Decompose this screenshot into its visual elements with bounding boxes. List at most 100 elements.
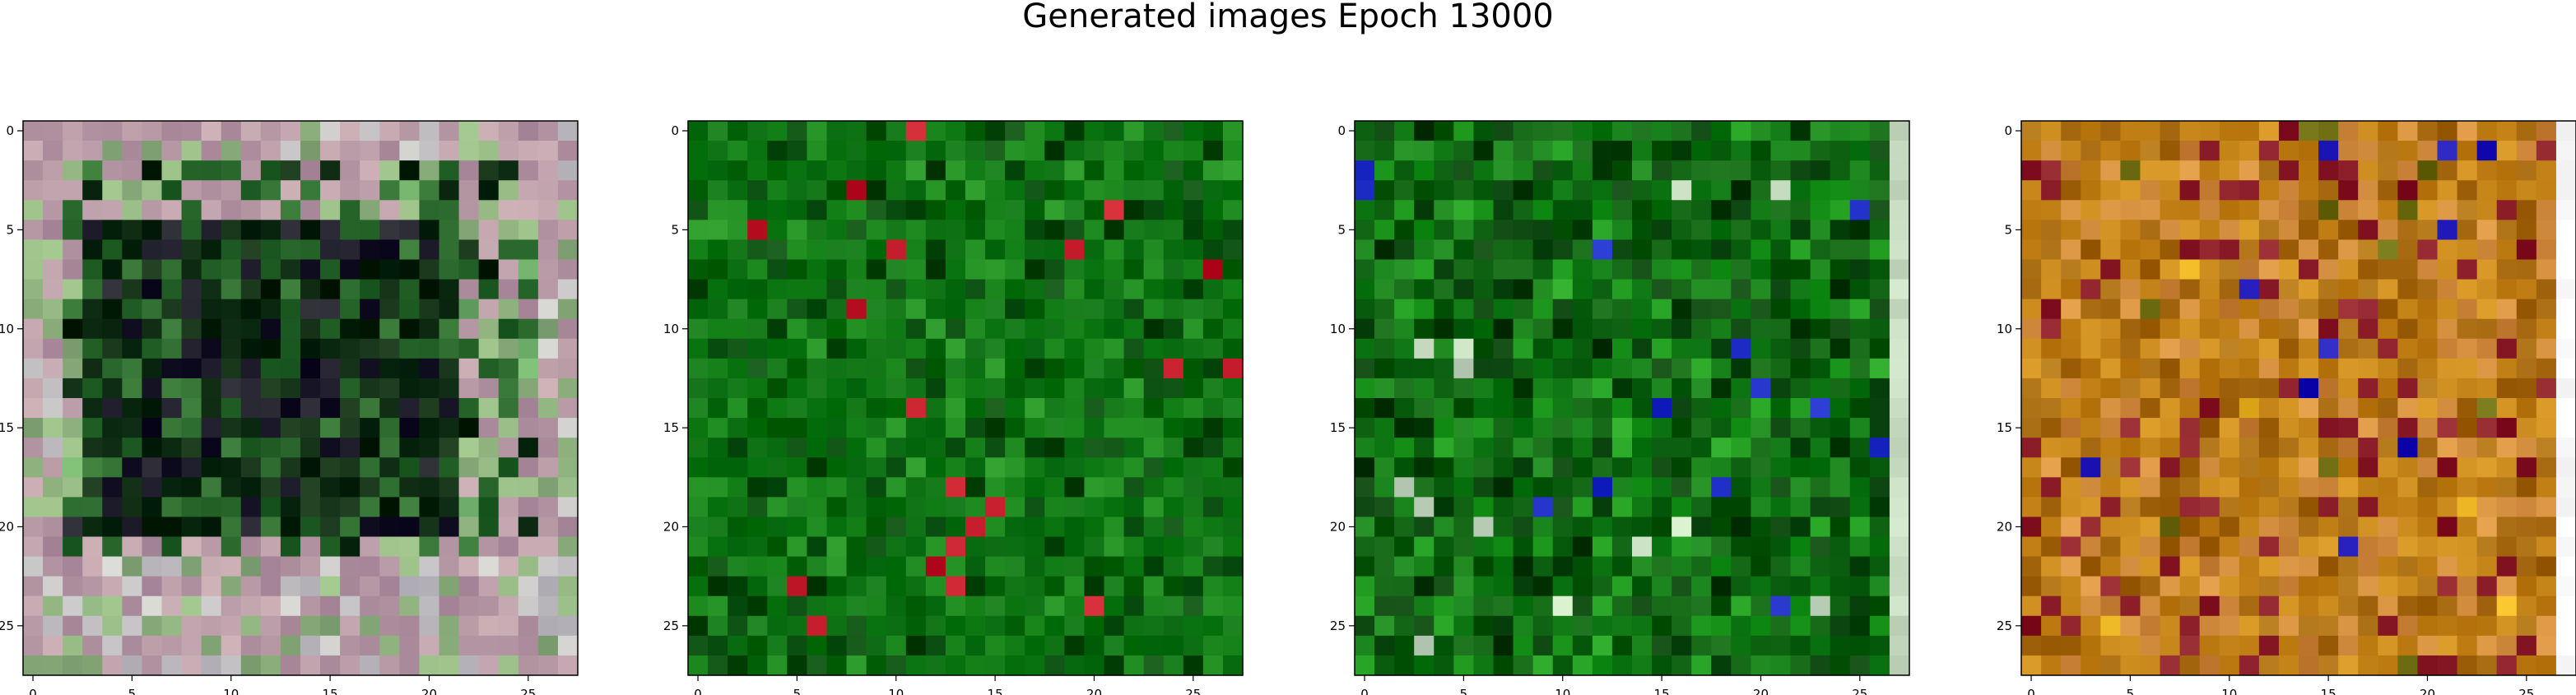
pixel-cell [1532, 398, 1554, 419]
pixel-cell [747, 220, 768, 241]
pixel-cell [1592, 338, 1613, 359]
pixel-cell [1751, 378, 1772, 399]
pixel-cell [2239, 200, 2260, 220]
pixel-cell [2199, 180, 2220, 201]
pixel-cell [1770, 497, 1792, 518]
pixel-cell [2417, 141, 2439, 161]
pixel-cell [1572, 279, 1593, 300]
pixel-cell [1123, 279, 1145, 300]
pixel-cell [63, 160, 83, 181]
pixel-cell [2555, 595, 2576, 617]
pixel-cell [846, 220, 867, 241]
pixel-cell [2081, 220, 2101, 241]
pixel-cell [439, 576, 460, 597]
pixel-cell [2358, 576, 2378, 597]
pixel-cell [458, 160, 480, 181]
pixel-cell [2338, 378, 2359, 399]
pixel-cell [1183, 615, 1204, 637]
pixel-cell [379, 358, 400, 379]
pixel-cell [965, 477, 986, 498]
pixel-cell [2239, 259, 2260, 280]
pixel-cell [1025, 220, 1045, 241]
pixel-cell [1552, 457, 1574, 478]
pixel-cell [2199, 438, 2220, 458]
pixel-cell [518, 556, 539, 577]
pixel-cell [1374, 141, 1395, 161]
pixel-cell [747, 200, 768, 220]
pixel-cell [2476, 318, 2498, 340]
pixel-cell [2179, 160, 2201, 181]
pixel-cell [2199, 556, 2220, 577]
pixel-cell [925, 477, 946, 498]
pixel-cell [537, 655, 559, 676]
pixel-cell [1005, 497, 1025, 518]
pixel-cell [1123, 536, 1145, 558]
pixel-cell [2496, 220, 2518, 241]
pixel-cell [122, 338, 143, 359]
pixel-cell [1532, 477, 1554, 498]
pixel-cell [439, 595, 460, 617]
pixel-cell [787, 497, 808, 518]
pixel-cell [2299, 438, 2319, 458]
pixel-cell [221, 477, 242, 498]
pixel-cell [280, 595, 301, 617]
pixel-cell [2120, 457, 2141, 478]
pixel-cell [498, 438, 519, 458]
pixel-cell [379, 595, 400, 617]
pixel-cell [1513, 477, 1534, 498]
pixel-cell [1394, 259, 1415, 280]
pixel-cell [142, 655, 163, 676]
pixel-cell [2160, 418, 2181, 438]
pixel-cell [23, 556, 44, 577]
pixel-cell [2358, 615, 2378, 637]
pixel-cell [1374, 358, 1395, 379]
pixel-cell [1355, 556, 1375, 577]
pixel-cell [1830, 358, 1851, 379]
pixel-cell [240, 556, 262, 577]
pixel-cell [1849, 318, 1871, 340]
pixel-cell [2021, 141, 2042, 161]
pixel-cell [23, 141, 44, 161]
pixel-cell [1672, 477, 1692, 498]
pixel-cell [2199, 378, 2220, 399]
pixel-cell [102, 299, 123, 320]
y-tick-label: 5 [1337, 222, 1346, 237]
pixel-cell [498, 655, 519, 676]
pixel-cell [260, 655, 281, 676]
pixel-cell [1202, 615, 1224, 637]
pixel-cell [2299, 180, 2319, 201]
pixel-cell [142, 358, 163, 379]
pixel-cell [1163, 279, 1184, 300]
pixel-cell [1711, 517, 1732, 538]
pixel-cell [1394, 378, 1415, 399]
pixel-cell [1770, 239, 1792, 261]
pixel-cell [1611, 378, 1633, 399]
y-tick-label: 0 [1337, 123, 1346, 138]
pixel-cell [2278, 497, 2299, 518]
pixel-cell [201, 576, 222, 597]
pixel-cell [1123, 576, 1145, 597]
pixel-cell [2318, 517, 2339, 538]
pixel-cell [82, 259, 103, 280]
pixel-cell [2199, 635, 2220, 656]
pixel-cell [2179, 457, 2201, 478]
pixel-cell [1770, 477, 1792, 498]
pixel-cell [360, 536, 380, 558]
pixel-cell [2239, 180, 2260, 201]
pixel-cell [1770, 635, 1792, 656]
pixel-cell [945, 536, 966, 558]
pixel-cell [1552, 121, 1574, 141]
pixel-cell [1493, 259, 1514, 280]
pixel-cell [1889, 220, 1910, 241]
pixel-cell [102, 239, 123, 261]
pixel-cell [1064, 299, 1086, 320]
pixel-cell [708, 418, 728, 438]
pixel-cell [2417, 239, 2439, 261]
pixel-cell [1044, 279, 1065, 300]
pixel-cell [102, 180, 123, 201]
pixel-cell [1751, 398, 1772, 419]
pixel-cell [1672, 556, 1692, 577]
pixel-cell [1453, 655, 1475, 676]
pixel-cell [886, 398, 907, 419]
